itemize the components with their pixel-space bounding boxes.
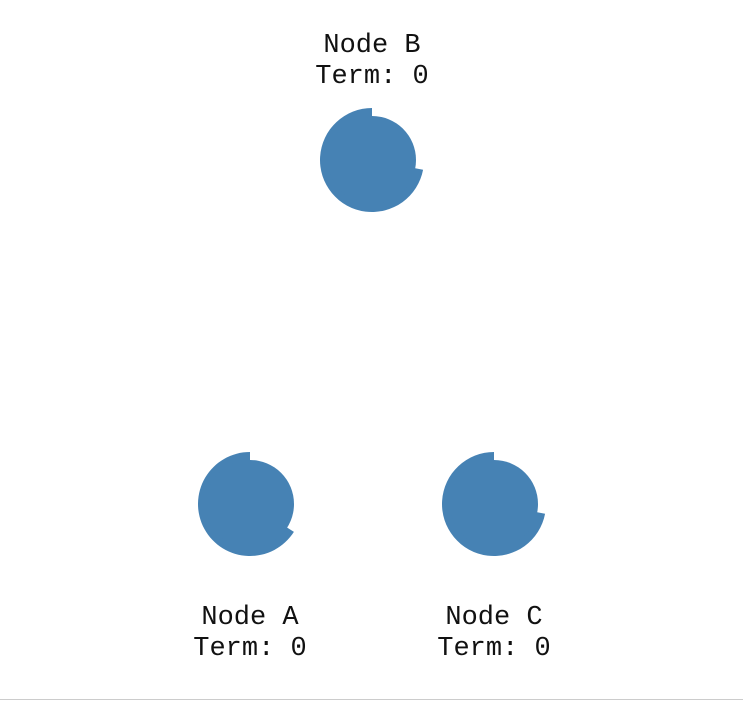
node-name: Node B: [323, 31, 420, 61]
node-term: Term: 0: [315, 62, 428, 92]
node-circle: [328, 116, 416, 204]
node-a[interactable]: Node A Term: 0: [193, 452, 307, 664]
node-term: Term: 0: [437, 634, 550, 664]
node-name: Node C: [445, 603, 542, 633]
divider: [0, 699, 743, 700]
node-name: Node A: [201, 603, 299, 633]
node-b[interactable]: Node B Term: 0: [315, 31, 429, 212]
node-term: Term: 0: [193, 634, 306, 664]
node-circle: [450, 460, 538, 548]
node-c[interactable]: Node C Term: 0: [437, 452, 551, 664]
node-circle: [206, 460, 294, 548]
